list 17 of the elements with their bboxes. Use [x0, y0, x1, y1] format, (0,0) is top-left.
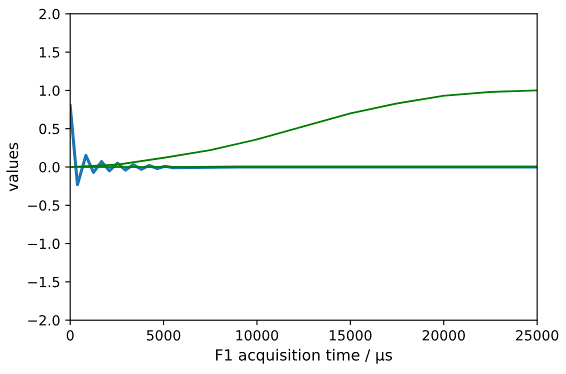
x-tick-label: 10000: [236, 330, 278, 341]
y-tick-label: −0.5: [28, 200, 60, 211]
y-tick-label: 1.0: [40, 85, 60, 96]
y-tick-label: 0.0: [39, 162, 60, 172]
x-tick-label: 5000: [146, 330, 180, 341]
x-tick-label: 20000: [422, 330, 465, 341]
y-tick-label: 0.5: [39, 124, 60, 134]
x-axis-title: F1 acquisition time / µs: [216, 348, 392, 364]
y-tick-label: −1.5: [28, 277, 60, 288]
x-tick-label: 15000: [330, 330, 372, 341]
x-tick-label: 25000: [516, 330, 558, 341]
x-tick-label: 0: [66, 330, 74, 341]
y-tick-label: 2.0: [39, 8, 60, 20]
y-tick-label: 1.5: [40, 47, 60, 58]
y-axis-title: values: [6, 142, 18, 192]
y-tick-label: −1.0: [28, 238, 60, 250]
y-tick-label: −2.0: [28, 315, 60, 326]
